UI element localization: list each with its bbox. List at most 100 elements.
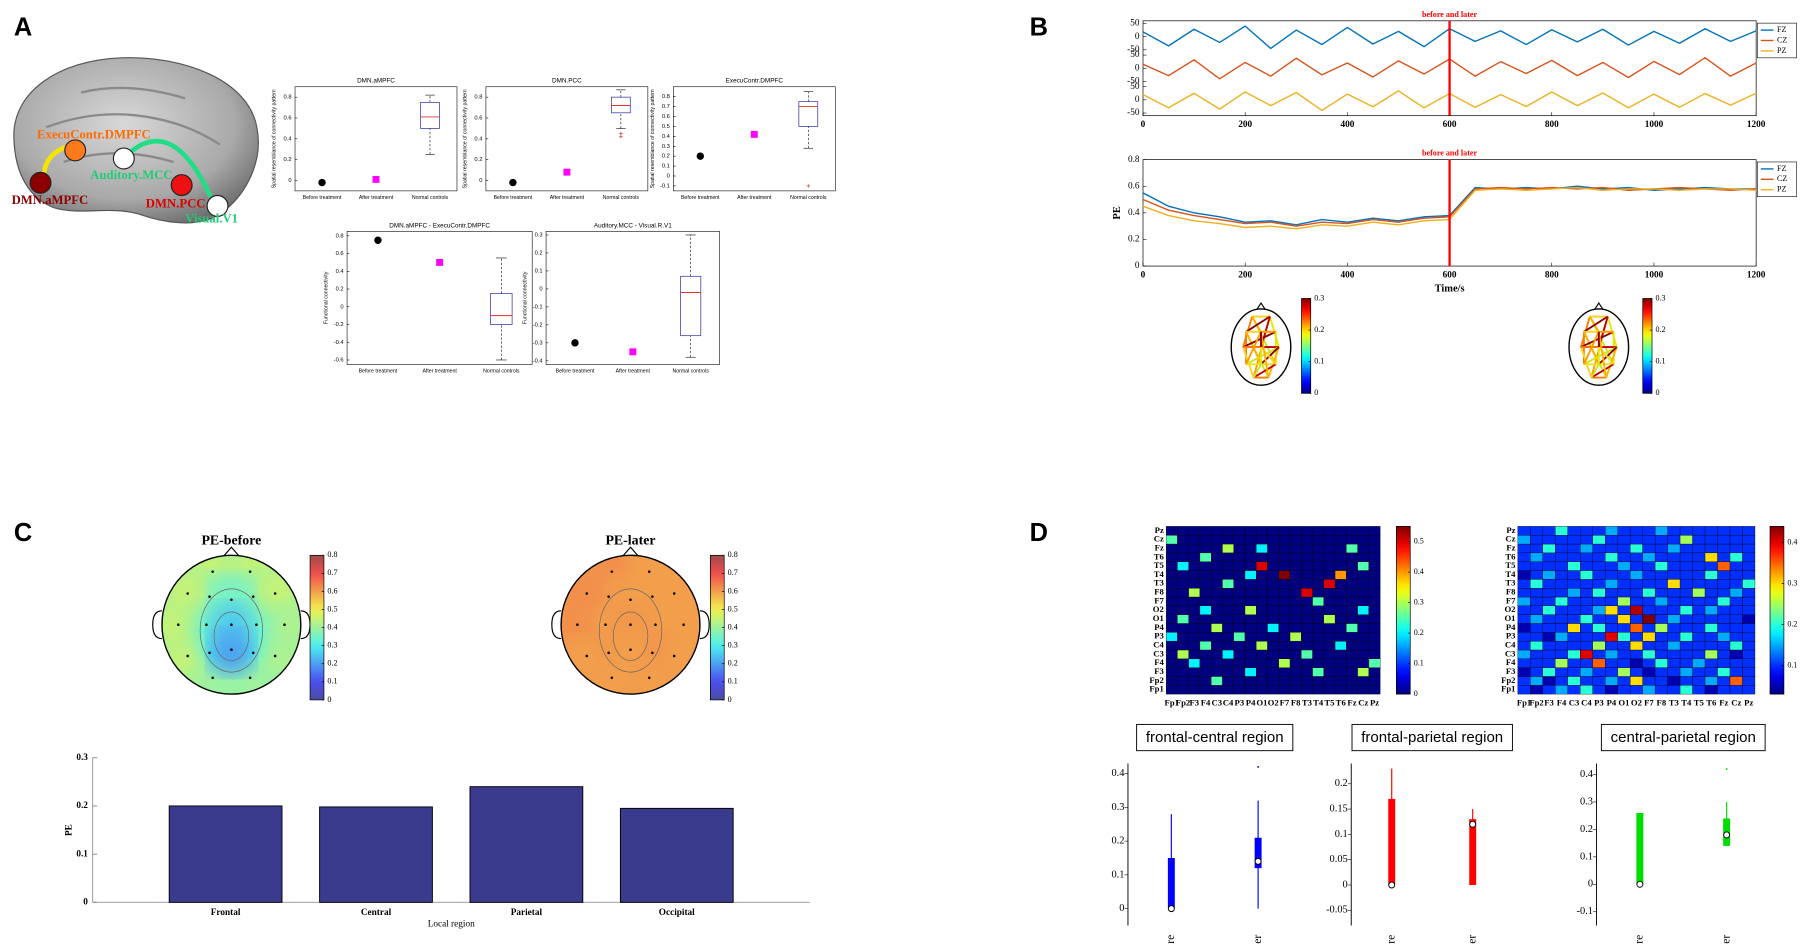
cell: [1592, 658, 1606, 668]
cell: [1222, 649, 1234, 659]
y-tick-label: -0.1: [533, 304, 543, 310]
cell: [1233, 640, 1246, 651]
cell: [1530, 543, 1543, 554]
y-tick-label: 0: [340, 304, 343, 310]
electrode: [205, 623, 208, 626]
cell: [1346, 526, 1358, 536]
cell: [1592, 605, 1606, 615]
y-tick-label: 0.1: [1335, 829, 1348, 840]
y-tick-label: 0.2: [336, 287, 344, 293]
x-tick-label: T6: [1336, 697, 1347, 707]
cell: [1222, 605, 1234, 615]
cell: [1667, 632, 1681, 642]
cell: [1629, 649, 1643, 659]
y-tick-label: O1: [1153, 613, 1164, 623]
cell: [1555, 552, 1568, 562]
cell: [1199, 658, 1212, 668]
cell: [1289, 614, 1302, 624]
cell: [1717, 623, 1731, 633]
cell: [1368, 587, 1381, 598]
cell: [1717, 640, 1731, 651]
y-tick-label: 0: [1588, 879, 1593, 890]
cell: [1233, 561, 1246, 571]
cell: [1177, 587, 1189, 598]
cell: [1742, 649, 1756, 659]
cell: [1717, 685, 1731, 695]
y-tick-label: 0: [667, 174, 670, 180]
cell: [1530, 587, 1543, 598]
cell: [1233, 552, 1246, 562]
y-tick-label: -0.6: [334, 358, 344, 364]
cell: [1729, 676, 1743, 686]
cell: [1346, 579, 1358, 589]
cell: [1692, 535, 1706, 545]
cell: [1517, 552, 1531, 562]
cell: [1742, 579, 1756, 589]
cell: [1244, 587, 1257, 598]
cell: [1222, 676, 1234, 686]
x-tick-label: Pz: [1744, 697, 1753, 707]
cell: [1278, 543, 1291, 554]
x-tick-label: 200: [1238, 120, 1252, 130]
cell: [1256, 543, 1268, 554]
cell: [1199, 614, 1212, 624]
x-tick-label: Fp1: [1165, 697, 1179, 707]
cell: [1188, 649, 1201, 659]
cell: [1233, 535, 1246, 545]
cell: [1357, 543, 1370, 554]
cell: [1278, 561, 1291, 571]
cell: [1580, 658, 1593, 668]
y-axis-label: Spatial resemblance of connectivity patt…: [272, 89, 278, 188]
y-tick-label: 0.4: [284, 136, 293, 142]
y-tick-label: -0.2: [533, 322, 543, 328]
cell: [1233, 614, 1246, 624]
cell: [1667, 596, 1681, 607]
cell: [1592, 587, 1606, 598]
y-tick-label: Pz: [1155, 525, 1164, 535]
point: [696, 152, 705, 160]
point: [571, 339, 579, 347]
cell: [1704, 658, 1718, 668]
cell: [1301, 535, 1313, 545]
cell: [1517, 632, 1531, 642]
y-tick-label: P4: [1506, 622, 1516, 632]
cell: [1267, 587, 1279, 598]
cell: [1704, 526, 1718, 536]
cell: [1642, 587, 1656, 598]
cell: [1592, 561, 1606, 571]
cell: [1542, 579, 1556, 589]
cell: [1654, 561, 1668, 571]
y-tick-label: T6: [1154, 551, 1165, 561]
cell: [1177, 596, 1189, 607]
cell: [1605, 596, 1618, 607]
cell: [1301, 596, 1313, 607]
electrode: [273, 654, 277, 658]
cell: [1222, 552, 1234, 562]
y-tick-label: 0.3: [76, 753, 88, 763]
y-tick-label: 0: [1135, 32, 1140, 42]
y-tick-label: 0.5: [662, 124, 670, 130]
cell: [1256, 676, 1268, 686]
cell: [1323, 640, 1336, 651]
cell: [1165, 596, 1178, 607]
cell: [1567, 614, 1581, 624]
y-tick-label: Cz: [1505, 534, 1515, 544]
cell: [1592, 632, 1606, 642]
connection: [1252, 363, 1262, 379]
cell: [1692, 649, 1706, 659]
cell: [1555, 587, 1568, 598]
cell: [1177, 614, 1189, 624]
y-tick-label: 0.8: [336, 233, 344, 239]
outlier: [619, 135, 623, 139]
cell: [1188, 623, 1201, 633]
cell: [1704, 552, 1718, 562]
cell: [1654, 535, 1668, 545]
legend-label: FZ: [1777, 25, 1786, 34]
y-axis-label: Functional connectivity: [523, 271, 529, 324]
cell: [1567, 526, 1581, 536]
electrode: [610, 676, 614, 680]
cell: [1592, 640, 1606, 651]
cell: [1617, 587, 1631, 598]
cell: [1165, 570, 1178, 580]
cell: [1323, 570, 1336, 580]
